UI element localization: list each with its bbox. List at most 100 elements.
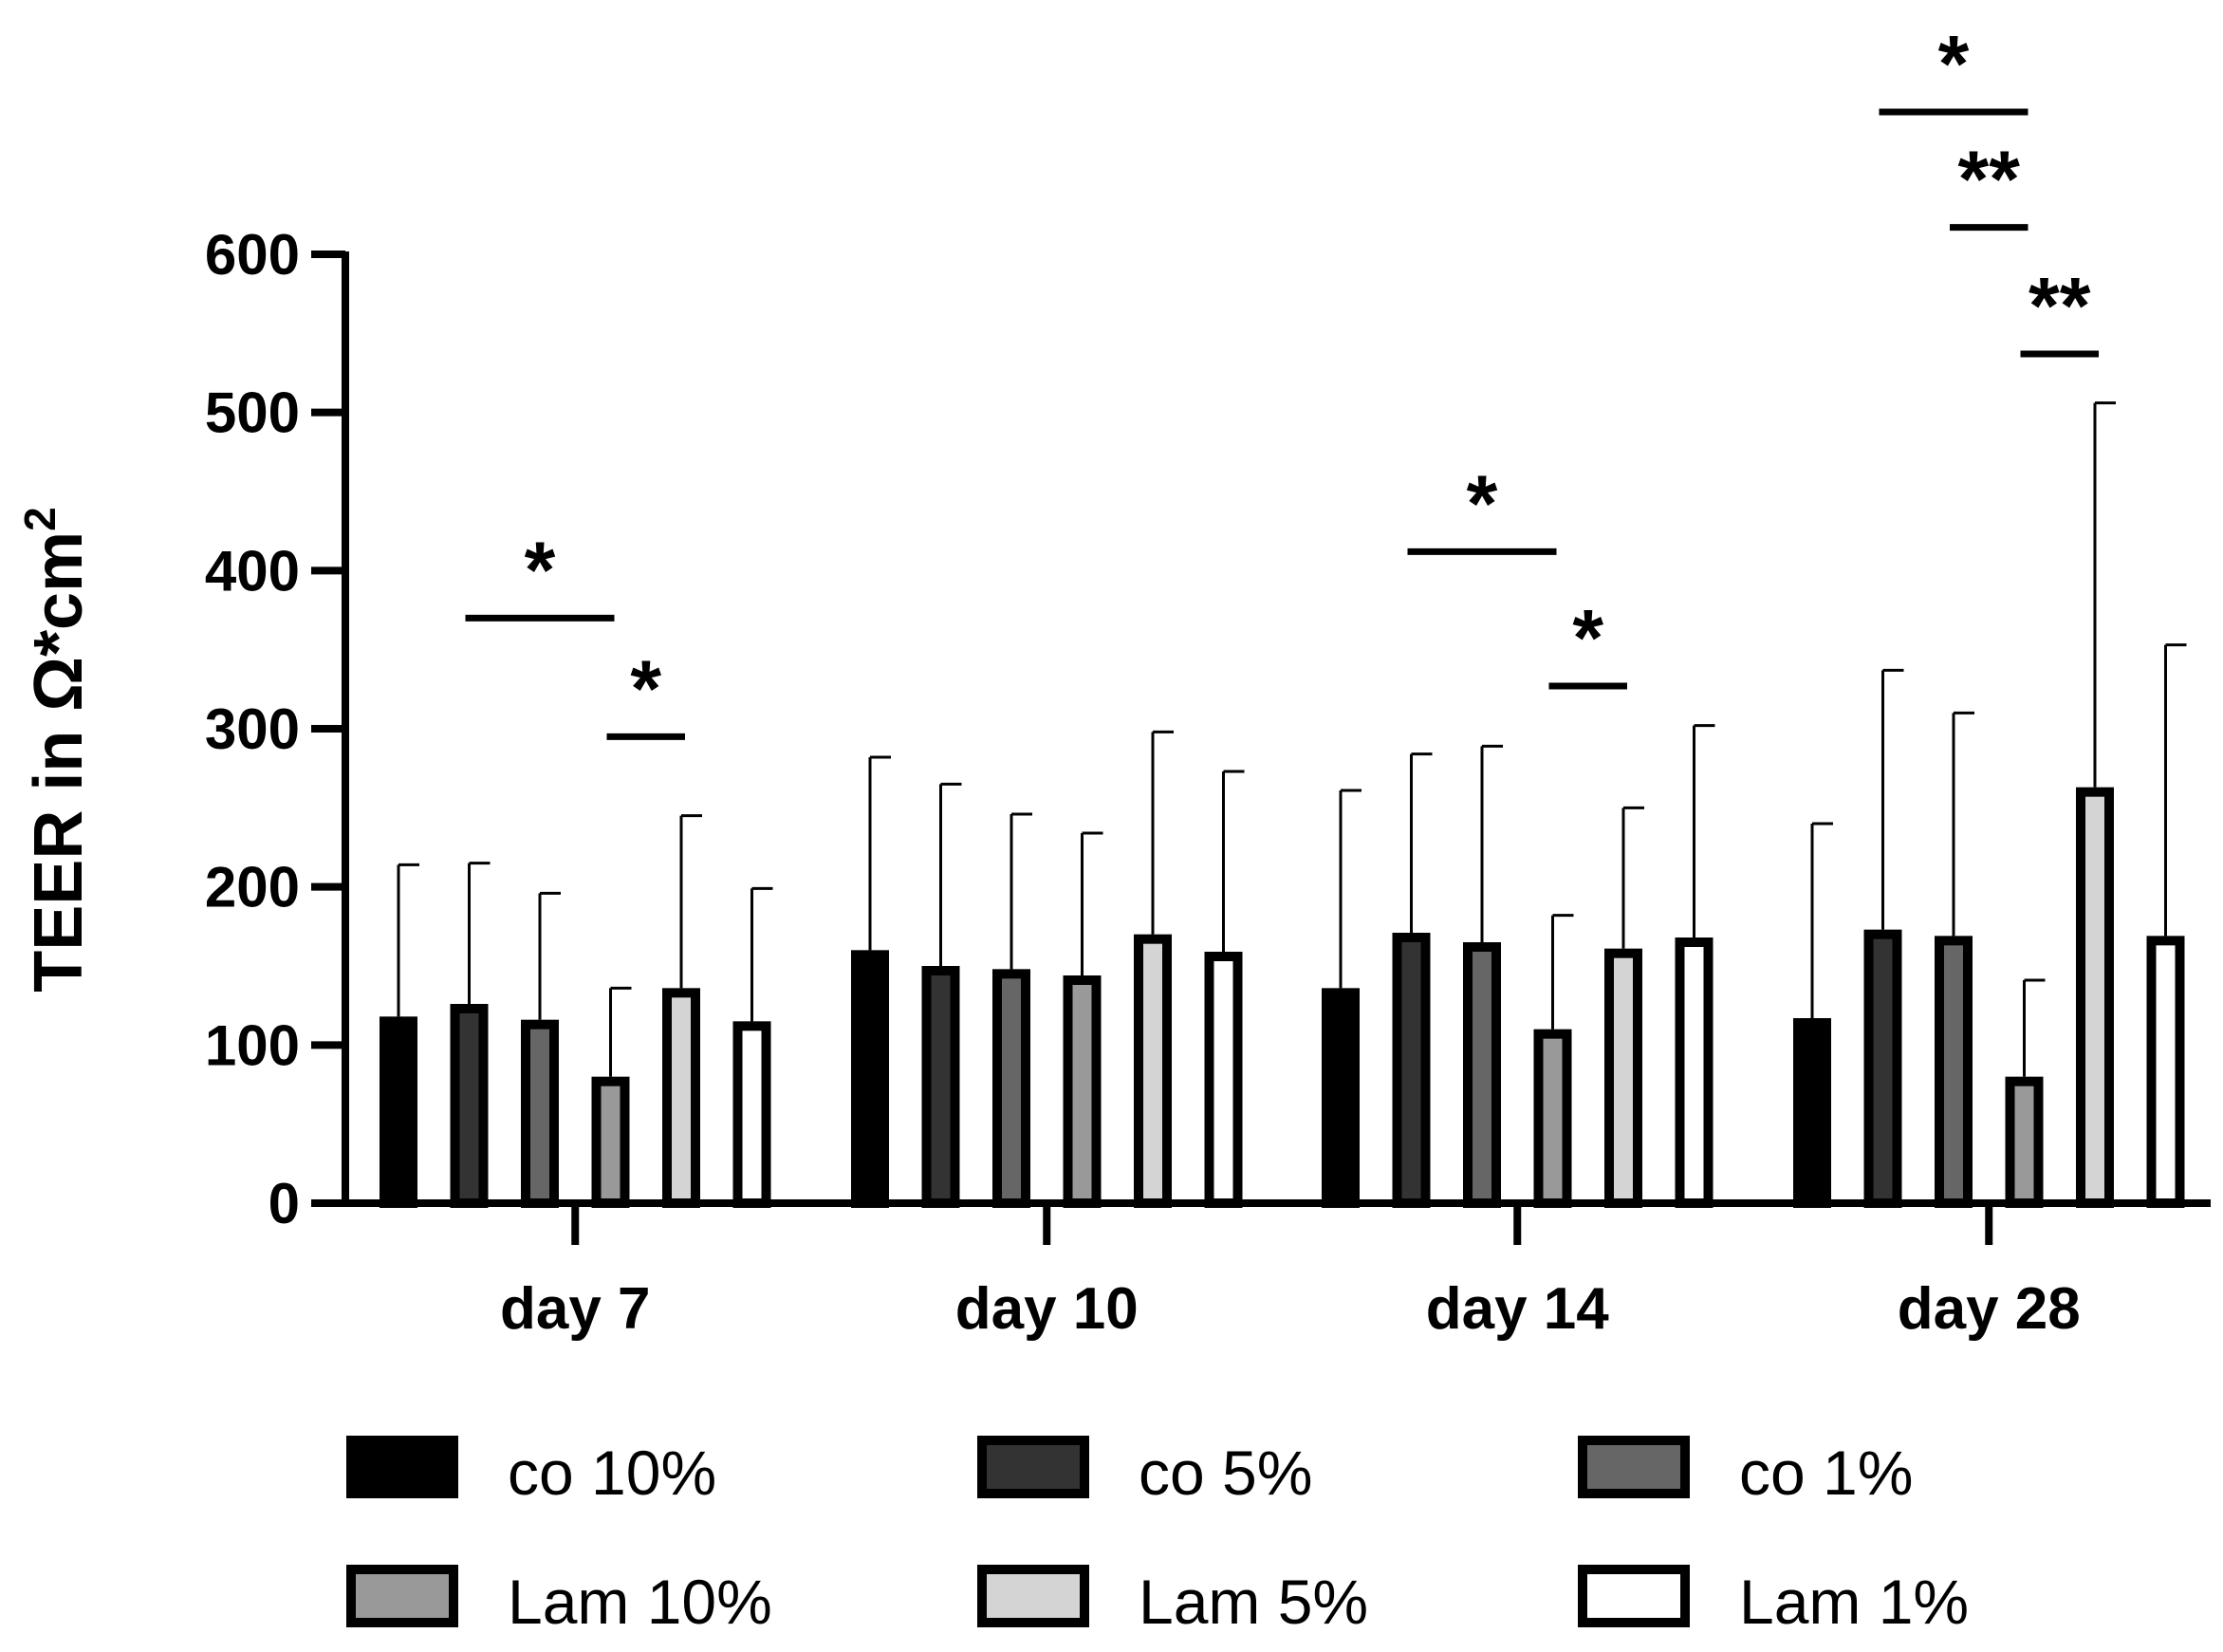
legend-swatch [1578, 1565, 1690, 1627]
legend: co 10% co 5% co 1% Lam 10% Lam 5% Lam 1% [346, 1436, 1969, 1637]
bar-co-5--day-10 [921, 966, 960, 1208]
error-bar [1480, 744, 1503, 942]
error-bar [1081, 831, 1103, 975]
legend-swatch [346, 1565, 458, 1627]
significance-marker: * [606, 643, 685, 740]
legend-label: Lam 1% [1739, 1567, 1969, 1637]
error-bars-layer [397, 401, 2187, 1077]
error-bar [1952, 711, 1974, 937]
error-bar [868, 755, 891, 951]
bar-co-1--day-10 [992, 969, 1030, 1209]
error-bar [750, 886, 773, 1022]
significance-marker: * [1879, 19, 2028, 116]
legend-label: Lam 5% [1139, 1567, 1368, 1637]
bar-co-5--day-28 [1863, 929, 1902, 1209]
bar-lam-1--day-7 [732, 1021, 771, 1209]
bar-co-1--day-7 [521, 1019, 559, 1208]
bar-co-10--day-10 [851, 950, 889, 1208]
bar-lam-5--day-14 [1604, 948, 1642, 1209]
error-bar [1010, 812, 1032, 970]
error-bar [1339, 789, 1362, 989]
y-tick-label: 300 [205, 697, 300, 761]
bar-lam-5--day-28 [2076, 787, 2114, 1209]
significance-layer: ********* [465, 19, 2099, 740]
error-bar [1693, 724, 1715, 937]
bar-co-10--day-14 [1322, 988, 1360, 1209]
error-bar [1810, 822, 1833, 1018]
legend-label: Lam 10% [508, 1567, 772, 1637]
error-bar [2023, 978, 2046, 1077]
bar-lam-5--day-10 [1134, 934, 1172, 1209]
legend-swatch [346, 1436, 458, 1498]
x-category-label: day 14 [1426, 1276, 1610, 1342]
legend-swatch [977, 1436, 1089, 1498]
bars-layer [380, 787, 2185, 1209]
legend-item: Lam 1% [1578, 1565, 1969, 1637]
significance-label: * [630, 643, 661, 733]
bar-co-5--day-14 [1392, 933, 1431, 1208]
legend-item: co 5% [977, 1436, 1312, 1508]
error-bar [2164, 643, 2187, 937]
bar-co-10--day-7 [380, 1016, 417, 1209]
bar-co-10--day-28 [1793, 1018, 1831, 1208]
significance-marker: * [1407, 458, 1557, 555]
y-tick-label: 600 [205, 223, 300, 287]
bar-lam-1--day-10 [1204, 952, 1243, 1208]
legend-label: co 10% [508, 1438, 716, 1508]
bar-lam-10--day-14 [1533, 1029, 1572, 1208]
y-axis-title-main: TEER in Ω*cm [21, 531, 97, 993]
y-tick-label: 100 [205, 1013, 300, 1077]
bar-lam-1--day-14 [1675, 937, 1714, 1208]
x-category-label: day 10 [955, 1276, 1139, 1342]
significance-label: * [525, 525, 556, 614]
bar-co-1--day-28 [1935, 936, 1973, 1208]
legend-item: co 1% [1578, 1436, 1913, 1508]
y-tick-label: 500 [205, 381, 300, 445]
error-bar [1222, 770, 1245, 952]
significance-label: * [1572, 593, 1603, 682]
axes-layer: 0 100 200 300 400 500 600 day 7 day 10 day 14 day … [205, 223, 2211, 1342]
legend-label: co 1% [1739, 1438, 1913, 1508]
significance-marker: * [1548, 593, 1627, 690]
legend-label: co 5% [1139, 1438, 1312, 1508]
bar-lam-10--day-7 [591, 1076, 630, 1208]
x-category-label: day 28 [1898, 1276, 2081, 1342]
significance-label: ** [1958, 135, 2021, 224]
legend-item: Lam 10% [346, 1565, 772, 1637]
error-bar [939, 782, 962, 966]
error-bar [1410, 752, 1433, 933]
legend-item: co 10% [346, 1436, 716, 1508]
y-axis-title: TEER in Ω*cm2 [15, 507, 97, 992]
error-bar [609, 986, 632, 1077]
y-axis-title-superscript: 2 [15, 507, 65, 531]
error-bar [1551, 914, 1574, 1030]
bar-lam-10--day-28 [2005, 1076, 2044, 1208]
significance-marker: ** [2020, 261, 2099, 358]
significance-marker: ** [1950, 135, 2028, 232]
error-bar [679, 814, 702, 989]
legend-swatch [1578, 1436, 1690, 1498]
significance-label: * [1938, 19, 1970, 108]
error-bar [1151, 730, 1174, 935]
significance-label: ** [2028, 261, 2091, 350]
error-bar [538, 891, 561, 1020]
error-bar [1621, 806, 1644, 949]
bar-co-1--day-14 [1463, 942, 1501, 1208]
bar-lam-5--day-7 [662, 988, 700, 1209]
y-tick-label: 400 [205, 539, 300, 603]
error-bar [397, 863, 419, 1017]
x-category-label: day 7 [500, 1276, 651, 1342]
error-bar [468, 862, 491, 1004]
legend-item: Lam 5% [977, 1565, 1368, 1637]
bar-lam-1--day-28 [2146, 936, 2185, 1208]
error-bar [2093, 401, 2116, 788]
error-bar [1881, 668, 1904, 930]
legend-swatch [977, 1565, 1089, 1627]
significance-marker: * [465, 525, 615, 622]
significance-label: * [1467, 458, 1498, 548]
y-tick-label: 0 [269, 1172, 300, 1235]
bar-lam-10--day-10 [1063, 975, 1102, 1208]
bar-co-5--day-7 [450, 1004, 489, 1208]
